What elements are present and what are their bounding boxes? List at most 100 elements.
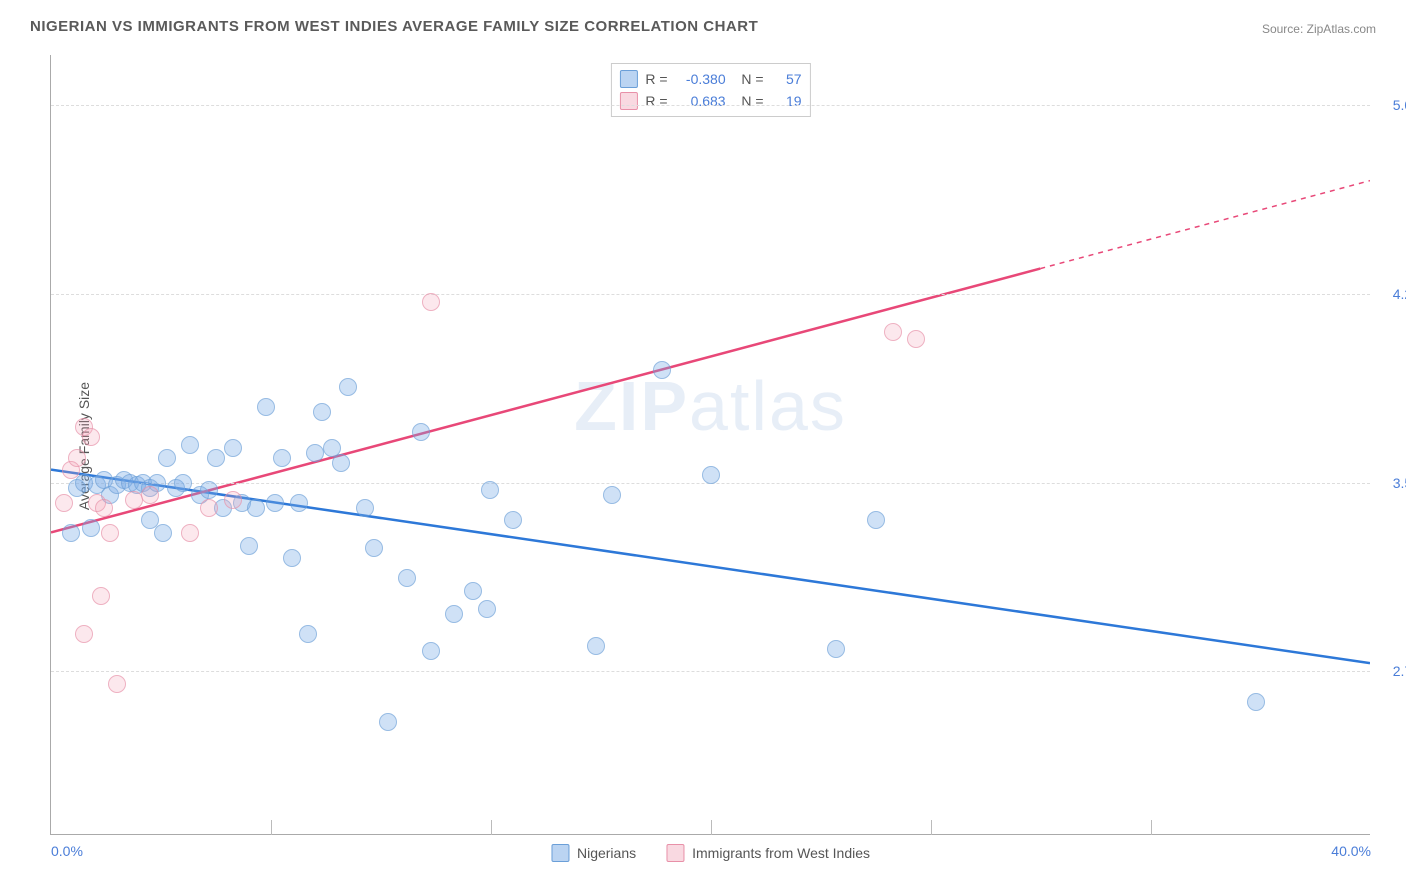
scatter-point-blue [181,436,199,454]
scatter-point-pink [224,491,242,509]
x-tick-label: 0.0% [51,843,83,859]
scatter-point-blue [290,494,308,512]
legend-r-label: R = [645,90,667,112]
scatter-point-pink [92,587,110,605]
scatter-point-blue [365,539,383,557]
legend-n-label: N = [734,68,764,90]
scatter-point-blue [158,449,176,467]
scatter-point-blue [240,537,258,555]
scatter-point-blue [464,582,482,600]
scatter-point-pink [200,499,218,517]
scatter-point-blue [478,600,496,618]
scatter-point-blue [154,524,172,542]
scatter-point-blue [299,625,317,643]
scatter-point-blue [313,403,331,421]
scatter-point-blue [1247,693,1265,711]
scatter-point-blue [587,637,605,655]
chart-title: NIGERIAN VS IMMIGRANTS FROM WEST INDIES … [30,18,758,35]
scatter-point-pink [125,491,143,509]
source-credit: Source: ZipAtlas.com [1262,22,1376,36]
scatter-point-blue [257,398,275,416]
scatter-point-blue [412,423,430,441]
gridline-v [1151,820,1152,835]
legend-correlation-row: R = -0.380 N = 57 [619,68,801,90]
scatter-point-blue [481,481,499,499]
gridline-v [491,820,492,835]
scatter-point-blue [445,605,463,623]
scatter-point-blue [339,378,357,396]
scatter-point-pink [95,499,113,517]
scatter-point-blue [266,494,284,512]
scatter-point-blue [141,511,159,529]
scatter-point-pink [141,486,159,504]
scatter-point-blue [827,640,845,658]
legend-n-label: N = [734,90,764,112]
y-tick-label: 3.50 [1375,475,1406,491]
scatter-point-blue [379,713,397,731]
watermark-bold: ZIP [574,367,689,445]
scatter-point-blue [702,466,720,484]
scatter-point-blue [867,511,885,529]
scatter-point-blue [422,642,440,660]
legend-n-value: 19 [772,90,802,112]
scatter-point-blue [82,519,100,537]
gridline-v [711,820,712,835]
scatter-point-blue [273,449,291,467]
legend-series-label: Nigerians [577,845,636,861]
gridline-v [931,820,932,835]
x-tick-label: 40.0% [1331,843,1371,859]
scatter-point-blue [603,486,621,504]
scatter-point-pink [68,449,86,467]
trendlines-svg [51,55,1370,834]
scatter-point-blue [62,524,80,542]
legend-swatch [551,844,569,862]
gridline-h [51,671,1370,672]
scatter-point-pink [907,330,925,348]
scatter-point-blue [332,454,350,472]
gridline-h [51,294,1370,295]
scatter-point-blue [247,499,265,517]
scatter-point-blue [356,499,374,517]
scatter-point-blue [224,439,242,457]
scatter-point-blue [306,444,324,462]
legend-series-item: Immigrants from West Indies [666,844,870,862]
legend-swatch [619,70,637,88]
scatter-point-blue [200,481,218,499]
scatter-point-blue [398,569,416,587]
legend-correlation-row: R = 0.683 N = 19 [619,90,801,112]
watermark: ZIPatlas [574,366,847,446]
watermark-light: atlas [689,367,847,445]
scatter-point-pink [422,293,440,311]
y-tick-label: 2.75 [1375,663,1406,679]
legend-correlation-box: R = -0.380 N = 57 R = 0.683 N = 19 [610,63,810,117]
trendline-dashed [1040,181,1370,269]
gridline-h [51,105,1370,106]
plot-area: ZIPatlas R = -0.380 N = 57R = 0.683 N = 19 N… [50,55,1370,835]
scatter-point-pink [884,323,902,341]
legend-series-label: Immigrants from West Indies [692,845,870,861]
legend-r-label: R = [645,68,667,90]
gridline-v [271,820,272,835]
scatter-point-blue [504,511,522,529]
scatter-point-pink [75,625,93,643]
scatter-point-blue [207,449,225,467]
legend-n-value: 57 [772,68,802,90]
source-label: Source: [1262,22,1303,36]
legend-r-value: 0.683 [676,90,726,112]
legend-swatch [619,92,637,110]
y-tick-label: 5.00 [1375,97,1406,113]
legend-swatch [666,844,684,862]
scatter-point-blue [653,361,671,379]
y-tick-label: 4.25 [1375,286,1406,302]
scatter-point-pink [108,675,126,693]
scatter-point-pink [82,428,100,446]
legend-series-item: Nigerians [551,844,636,862]
scatter-point-blue [174,474,192,492]
legend-bottom: Nigerians Immigrants from West Indies [551,844,870,862]
scatter-point-pink [101,524,119,542]
scatter-point-pink [55,494,73,512]
scatter-point-pink [181,524,199,542]
legend-r-value: -0.380 [676,68,726,90]
source-name: ZipAtlas.com [1307,22,1376,36]
scatter-point-blue [283,549,301,567]
